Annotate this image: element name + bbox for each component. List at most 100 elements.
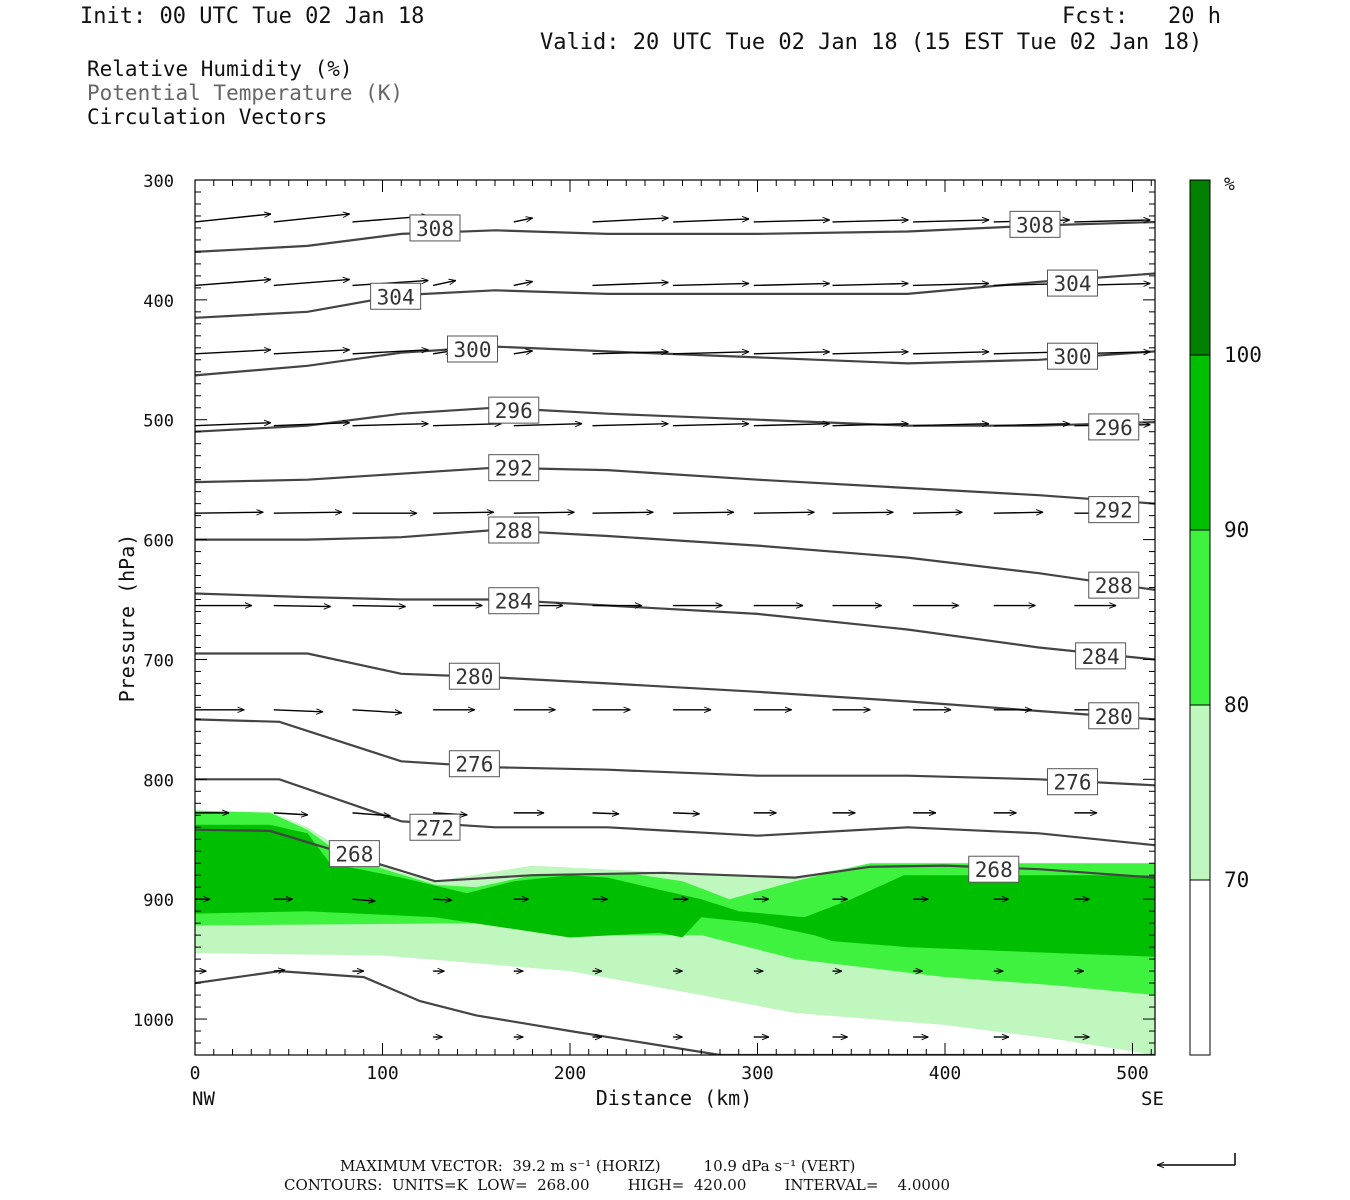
circulation-vector [592,512,654,513]
circulation-vector [913,220,989,222]
x-tick-label: 500 [1116,1063,1149,1084]
circulation-vector [273,279,350,287]
circulation-vector [352,606,406,607]
y-tick-label: 800 [143,771,174,791]
circulation-vector [352,424,429,426]
theta-contour-284 [195,592,1155,661]
circulation-vector [673,283,749,285]
theta-label-280: 280 [455,665,493,689]
circulation-vector [432,280,456,287]
circulation-vector [273,350,350,355]
theta-label-288: 288 [495,519,533,543]
circulation-vector [753,512,815,513]
theta-label-box [1047,342,1098,370]
circulation-vector [753,424,830,426]
humidity-band-90-100-left- [195,824,327,894]
humidity-band-90-100 [195,824,1155,957]
circulation-vector [592,218,669,223]
theta-contour-288 [195,528,1155,591]
theta-label-296: 296 [495,399,533,423]
forecast-hour: Fcst: 20 h [1062,4,1221,29]
valid-time: Valid: 20 UTC Tue 02 Jan 18 (15 EST Tue … [540,30,1203,55]
circulation-vector [195,279,271,287]
colorbar-segment [1189,704,1211,881]
circulation-vector [273,813,308,815]
circulation-vector [273,710,323,712]
theta-label-box [1047,768,1098,796]
theta-label-304: 304 [1054,272,1092,296]
circulation-vector [513,512,575,513]
circulation-vector [513,424,582,426]
theta-contour-308 [195,220,1155,253]
theta-contour-280 [195,652,1155,721]
theta-label-box [968,855,1020,883]
theta-label-box [1088,413,1140,441]
colorbar-segment [1189,879,1211,1056]
theta-label-box [447,335,498,363]
circulation-vector [673,219,749,223]
circulation-vector [913,512,962,513]
circulation-vector [195,423,271,427]
circulation-vector [913,352,989,354]
theta-contour-276 [195,718,1155,787]
maximum-vector-note: MAXIMUM VECTOR: 39.2 m s⁻¹ (HORIZ) 10.9 … [340,1157,856,1175]
circulation-vector [433,512,494,513]
theta-label-304: 304 [377,285,415,309]
humidity-fill-layer [195,810,1155,1055]
theta-contour-300 [195,345,1155,377]
circulation-vector [913,424,989,426]
x-tick-label: 0 [190,1063,201,1084]
x-tick-label: 400 [929,1063,962,1084]
theta-contour-296 [195,406,1155,433]
y-tick-label: 600 [143,532,174,552]
circulation-vector [513,218,533,223]
contour-info-note: CONTOURS: UNITS=K LOW= 268.00 HIGH= 420.… [284,1176,950,1194]
colorbar-level-label: 70 [1224,868,1249,892]
theta-label-box [328,840,380,868]
reference-vector-icon [1157,1153,1236,1165]
x-tick-label: 300 [741,1063,774,1084]
theta-label-box [488,396,540,424]
x-tick-label: 200 [554,1063,587,1084]
theta-label-292: 292 [1095,499,1133,523]
theta-label-308: 308 [1016,213,1054,237]
circulation-vector [832,220,909,222]
theta-contour-292 [195,466,1155,505]
circulation-vector [513,351,533,354]
y-tick-label: 300 [143,172,174,192]
circulation-vector [433,899,452,900]
colorbar-unit: % [1224,174,1235,195]
init-time: Init: 00 UTC Tue 02 Jan 18 [80,4,425,29]
theta-label-300: 300 [1054,345,1092,369]
y-tick-label: 500 [143,412,174,432]
circulation-vector [592,282,669,287]
theta-label-308: 308 [416,217,454,241]
circulation-vector [195,350,271,355]
circulation-vector [913,283,989,285]
theta-label-284: 284 [495,590,533,614]
theta-label-268: 268 [335,843,373,867]
x-end-label-nw: NW [192,1088,215,1110]
y-tick-label: 400 [143,292,174,312]
colorbar-level-label: 100 [1224,343,1262,367]
circulation-vector [753,283,830,285]
y-tick-label: 1000 [133,1011,174,1031]
circulation-vector [832,352,909,354]
circulation-vector [352,709,402,713]
circulation-vector [673,813,700,814]
humidity-colorbar: % 100 90 80 70 [1189,174,1262,1056]
theta-contour-272 [195,778,1155,847]
x-end-label-se: SE [1141,1088,1164,1110]
legend-relative-humidity: Relative Humidity (%) [87,57,353,81]
circulation-vector [673,352,749,354]
circulation-vector [352,899,376,901]
circulation-vector [273,606,331,607]
circulation-vector [832,424,909,426]
colorbar-segment [1189,179,1211,356]
circulation-vector [993,424,1070,426]
circulation-vector [273,214,350,223]
circulation-vector [273,423,350,427]
theta-label-box [409,813,461,841]
theta-label-296: 296 [1095,416,1133,440]
